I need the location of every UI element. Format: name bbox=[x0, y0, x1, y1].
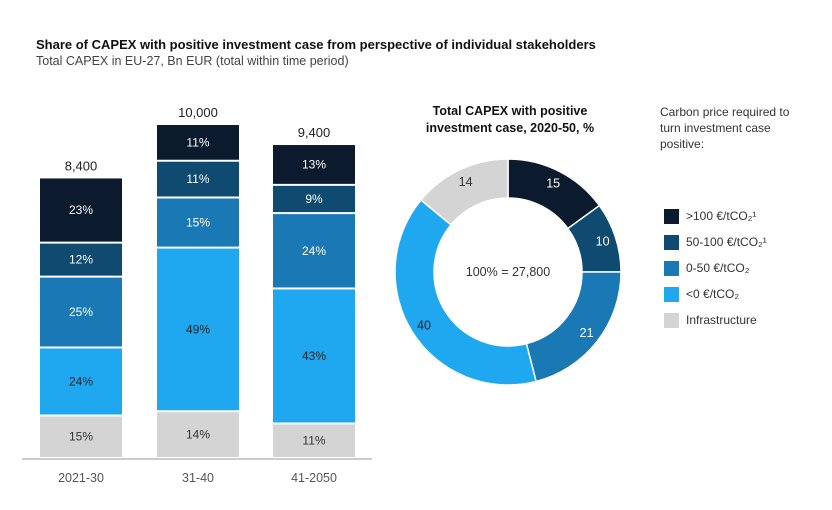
donut-value-label: 15 bbox=[546, 176, 560, 190]
legend-swatch bbox=[664, 260, 679, 276]
donut-value-label: 40 bbox=[417, 318, 431, 332]
bar-segment bbox=[273, 289, 355, 423]
bar-value-label: 15% bbox=[69, 430, 93, 444]
bar-segment bbox=[273, 185, 355, 213]
legend-item: Infrastructure bbox=[664, 307, 767, 333]
bar-total-label: 8,400 bbox=[65, 158, 98, 173]
donut-value-label: 10 bbox=[596, 234, 610, 248]
bar-segment bbox=[157, 161, 239, 197]
legend-swatch bbox=[664, 312, 679, 328]
legend-label: Infrastructure bbox=[686, 313, 757, 327]
bar-value-label: 15% bbox=[186, 216, 210, 230]
donut-center-label: 100% = 27,800 bbox=[466, 265, 550, 279]
donut-value-label: 14 bbox=[459, 175, 473, 189]
legend-item: 0-50 €/tCO₂ bbox=[664, 255, 767, 281]
x-tick-label: 2021-30 bbox=[58, 471, 104, 485]
legend-label: 50-100 €/tCO₂¹ bbox=[686, 235, 767, 249]
donut-slice bbox=[394, 198, 538, 386]
bar-segment bbox=[273, 145, 355, 184]
bar-value-label: 43% bbox=[302, 349, 326, 363]
donut-title: Total CAPEX with positive investment cas… bbox=[425, 104, 595, 135]
bar-segment bbox=[40, 277, 122, 347]
bar-value-label: 23% bbox=[69, 203, 93, 217]
bar-value-label: 11% bbox=[186, 172, 209, 186]
bar-total-label: 10,000 bbox=[178, 105, 218, 120]
bar-value-label: 14% bbox=[186, 428, 210, 442]
legend-swatch bbox=[664, 208, 679, 224]
bar-total-label: 9,400 bbox=[298, 125, 331, 140]
bar-segment bbox=[157, 248, 239, 411]
bar-segment bbox=[157, 125, 239, 160]
donut-value-label: 21 bbox=[580, 326, 594, 340]
legend: >100 €/tCO₂¹ 50-100 €/tCO₂¹ 0-50 €/tCO₂ <0 … bbox=[664, 203, 767, 333]
bar-value-label: 25% bbox=[69, 305, 93, 319]
legend-item: <0 €/tCO₂ bbox=[664, 281, 767, 307]
bar-value-label: 13% bbox=[302, 157, 326, 171]
donut-slice bbox=[419, 158, 509, 226]
chart-subtitle: Total CAPEX in EU-27, Bn EUR (total with… bbox=[36, 54, 349, 68]
bar-value-label: 9% bbox=[305, 192, 323, 206]
bar-segment bbox=[40, 178, 122, 242]
legend-item: >100 €/tCO₂¹ bbox=[664, 203, 767, 229]
bar-segment bbox=[40, 416, 122, 457]
x-tick-label: 31-40 bbox=[182, 471, 214, 485]
bar-segment bbox=[273, 214, 355, 288]
bar-segment bbox=[273, 424, 355, 457]
x-tick-label: 41-2050 bbox=[291, 471, 337, 485]
legend-label: <0 €/tCO₂ bbox=[686, 287, 740, 301]
bar-value-label: 11% bbox=[302, 434, 325, 448]
bar-segment bbox=[157, 198, 239, 247]
legend-label: 0-50 €/tCO₂ bbox=[686, 261, 750, 275]
legend-swatch bbox=[664, 286, 679, 302]
bar-segment bbox=[157, 412, 239, 457]
bar-value-label: 11% bbox=[186, 135, 209, 149]
bar-segment bbox=[40, 348, 122, 415]
bar-value-label: 49% bbox=[186, 322, 210, 336]
chart-title: Share of CAPEX with positive investment … bbox=[36, 37, 596, 52]
bar-value-label: 24% bbox=[69, 374, 93, 388]
bar-value-label: 12% bbox=[69, 253, 93, 267]
legend-item: 50-100 €/tCO₂¹ bbox=[664, 229, 767, 255]
legend-heading: Carbon price required to turn investment… bbox=[660, 105, 790, 151]
donut-slice bbox=[525, 271, 622, 383]
legend-swatch bbox=[664, 234, 679, 250]
legend-label: >100 €/tCO₂¹ bbox=[686, 209, 757, 223]
bar-segment bbox=[40, 243, 122, 276]
bar-value-label: 24% bbox=[302, 244, 326, 258]
